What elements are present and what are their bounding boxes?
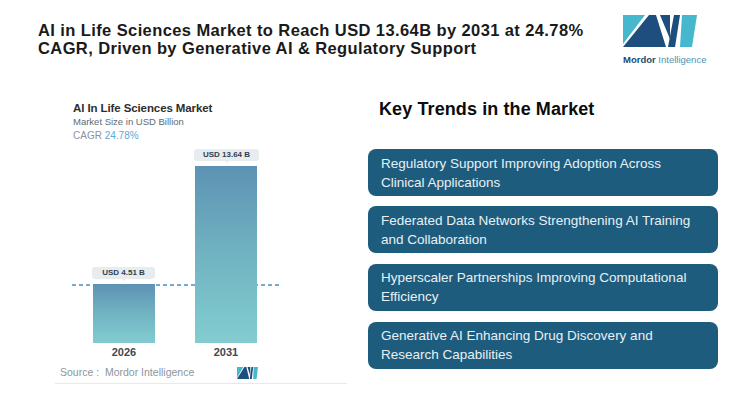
- trend-text-line: Research Capabilities: [381, 345, 708, 364]
- bar-2031-value-label: USD 13.64 B: [194, 149, 259, 161]
- cagr-label: CAGR: [73, 130, 102, 141]
- trend-text-line: Federated Data Networks Strengthening AI…: [381, 211, 708, 230]
- trends-heading: Key Trends in the Market: [379, 99, 594, 120]
- chart-title: AI In Life Sciences Market: [73, 102, 212, 114]
- x-axis-label-2026: 2026: [93, 346, 155, 358]
- mordor-logo-icon: [623, 15, 697, 47]
- bar-2026: [93, 284, 155, 343]
- x-axis-label-2031: 2031: [195, 346, 257, 358]
- trend-text-line: Hyperscaler Partnerships Improving Compu…: [381, 268, 708, 287]
- mordor-intelligence-logo: Mordor Intelligence: [623, 15, 703, 65]
- trend-text-line: Generative AI Enhancing Drug Discovery a…: [381, 326, 708, 345]
- page-title: AI in Life Sciences Market to Reach USD …: [38, 21, 638, 57]
- mordor-mini-logo-icon: [237, 365, 258, 383]
- infographic-page: AI in Life Sciences Market to Reach USD …: [0, 0, 750, 402]
- trend-box-federated-data: Federated Data Networks Strengthening AI…: [368, 206, 718, 253]
- trend-box-generative-ai: Generative AI Enhancing Drug Discovery a…: [368, 322, 718, 369]
- trend-text-line: Clinical Applications: [381, 173, 708, 192]
- chart-cagr: CAGR 24.78%: [73, 130, 139, 141]
- cagr-value: 24.78%: [105, 130, 139, 141]
- trend-text-line: Efficiency: [381, 287, 708, 306]
- trend-box-regulatory-support: Regulatory Support Improving Adoption Ac…: [368, 149, 718, 196]
- trend-text-line: and Collaboration: [381, 230, 708, 249]
- brand-name-secondary: Intelligence: [658, 54, 706, 65]
- chart-bottom-divider: [55, 383, 347, 384]
- bar-2026-value-label: USD 4.51 B: [92, 267, 155, 279]
- trend-text-line: Regulatory Support Improving Adoption Ac…: [381, 154, 708, 173]
- trend-box-hyperscaler-partnerships: Hyperscaler Partnerships Improving Compu…: [368, 264, 718, 311]
- chart-source: Source : Mordor Intelligence: [60, 366, 194, 378]
- page-title-line-2: CAGR, Driven by Generative AI & Regulato…: [38, 39, 638, 57]
- bar-2031: [195, 166, 257, 343]
- mordor-logo-caption: Mordor Intelligence: [623, 54, 703, 65]
- page-title-line-1: AI in Life Sciences Market to Reach USD …: [38, 21, 638, 39]
- chart-subtitle: Market Size in USD Billion: [73, 116, 184, 127]
- brand-name-primary: Mordor: [623, 54, 656, 65]
